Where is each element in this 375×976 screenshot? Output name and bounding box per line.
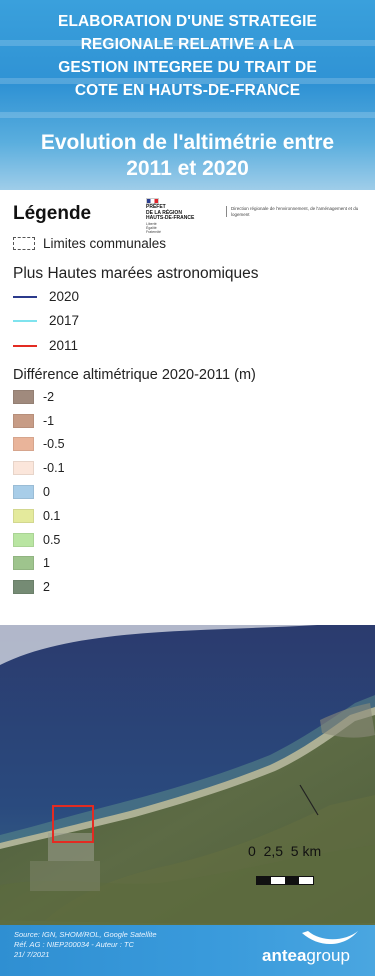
color-swatch-icon <box>13 390 34 404</box>
color-swatch-icon <box>13 414 34 428</box>
legend-item-label: 2020 <box>49 289 80 304</box>
map-subtitle-line: 2011 et 2020 <box>126 157 249 180</box>
prefecture-motto: Liberté Égalité Fraternité <box>146 222 161 234</box>
prefecture-logo: PRÉFET DE LA RÉGION HAUTS-DE-FRANCE Libe… <box>146 198 226 234</box>
legend-title: Légende <box>13 203 92 224</box>
source-credits: Source: IGN, SHOM/ROL, Google Satellite … <box>14 930 157 960</box>
legend-item-label: Limites communales <box>43 236 167 251</box>
area-of-interest-box <box>52 805 94 843</box>
scale-bar-segment <box>271 877 285 884</box>
antea-group-logo: anteagroup <box>262 946 350 966</box>
color-swatch-icon <box>13 509 34 523</box>
project-title-line: ELABORATION D'UNE STRATEGIE <box>58 13 317 30</box>
legend-item-label: -2 <box>43 390 55 404</box>
satellite-map-graphic <box>0 625 375 925</box>
scale-bar-segment <box>257 877 271 884</box>
legend-item-label: 0 <box>43 485 50 499</box>
scale-bar <box>256 876 314 885</box>
legend-item-label: 2017 <box>49 313 80 328</box>
map-subtitle-line: Evolution de l'altimétrie entre <box>40 131 335 154</box>
dashed-box-icon <box>13 237 35 250</box>
project-title-line: COTE EN HAUTS-DE-FRANCE <box>74 82 301 99</box>
antea-swoosh-icon <box>302 931 358 945</box>
legend-item-diff: 1 <box>13 556 50 570</box>
map-subtitle: Evolution de l'altimétrie entre 2011 et … <box>4 130 371 182</box>
marianne-flag-icon <box>146 198 159 204</box>
header-wave <box>0 78 375 84</box>
legend-item-diff: -1 <box>13 414 54 428</box>
legend-item-diff: 2 <box>13 580 50 594</box>
project-title-line: REGIONALE RELATIVE A LA <box>80 36 295 53</box>
legend-item-diff: 0.1 <box>13 509 60 523</box>
source-line: Source: IGN, SHOM/ROL, Google Satellite <box>14 930 157 939</box>
legend-item-tide: 2017 <box>13 313 79 328</box>
prefecture-logo-text: PRÉFET DE LA RÉGION HAUTS-DE-FRANCE <box>146 204 195 221</box>
brand-bold: antea <box>262 946 307 965</box>
header-banner: ELABORATION D'UNE STRATEGIE REGIONALE RE… <box>0 0 375 190</box>
legend-item-diff: -0.5 <box>13 437 65 451</box>
legend-item-label: -1 <box>43 414 55 428</box>
legend-item-diff: -0.1 <box>13 461 65 475</box>
scale-labels: 0 2,5 5 km <box>248 843 322 859</box>
header-wave <box>0 40 375 46</box>
line-swatch-icon <box>13 295 37 298</box>
line-swatch-icon <box>13 319 37 322</box>
satellite-map[interactable] <box>0 625 375 925</box>
color-swatch-icon <box>13 556 34 570</box>
legend-item-tide: 2020 <box>13 289 79 304</box>
color-swatch-icon <box>13 580 34 594</box>
legend-item-label: 2011 <box>49 338 79 353</box>
legend-item-label: 1 <box>43 556 50 570</box>
project-title: ELABORATION D'UNE STRATEGIE REGIONALE RE… <box>8 10 367 102</box>
color-swatch-icon <box>13 533 34 547</box>
project-title-line: GESTION INTEGREE DU TRAIT DE <box>58 59 317 76</box>
legend-item-label: 0.5 <box>43 533 61 547</box>
legend-item-label: -0.1 <box>43 461 65 475</box>
diff-heading: Différence altimétrique 2020-2011 (m) <box>13 367 256 383</box>
dreal-logo-text: Direction régionale de l'environnement, … <box>226 206 366 217</box>
scale-bar-segment <box>285 877 299 884</box>
legend-panel: Légende PRÉFET DE LA RÉGION HAUTS-DE-FRA… <box>0 190 375 625</box>
legend-item-label: 2 <box>43 580 50 594</box>
legend-item-label: 0.1 <box>43 509 61 523</box>
legend-item-diff: -2 <box>13 390 54 404</box>
legend-item-diff: 0.5 <box>13 533 60 547</box>
legend-item-tide: 2011 <box>13 338 78 353</box>
source-line: 21/ 7/2021 <box>14 950 50 959</box>
line-swatch-icon <box>13 344 37 347</box>
color-swatch-icon <box>13 437 34 451</box>
brand-rest: group <box>306 946 350 965</box>
tides-heading: Plus Hautes marées astronomiques <box>13 265 259 282</box>
color-swatch-icon <box>13 461 34 475</box>
color-swatch-icon <box>13 485 34 499</box>
legend-item-commune: Limites communales <box>13 236 166 251</box>
scale-bar-segment <box>299 877 313 884</box>
legend-item-label: -0.5 <box>43 437 65 451</box>
footer-banner: Source: IGN, SHOM/ROL, Google Satellite … <box>0 925 375 976</box>
source-line: Réf. AG : NIEP200034 - Auteur : TC <box>14 940 134 949</box>
header-wave <box>0 112 375 118</box>
legend-item-diff: 0 <box>13 485 50 499</box>
